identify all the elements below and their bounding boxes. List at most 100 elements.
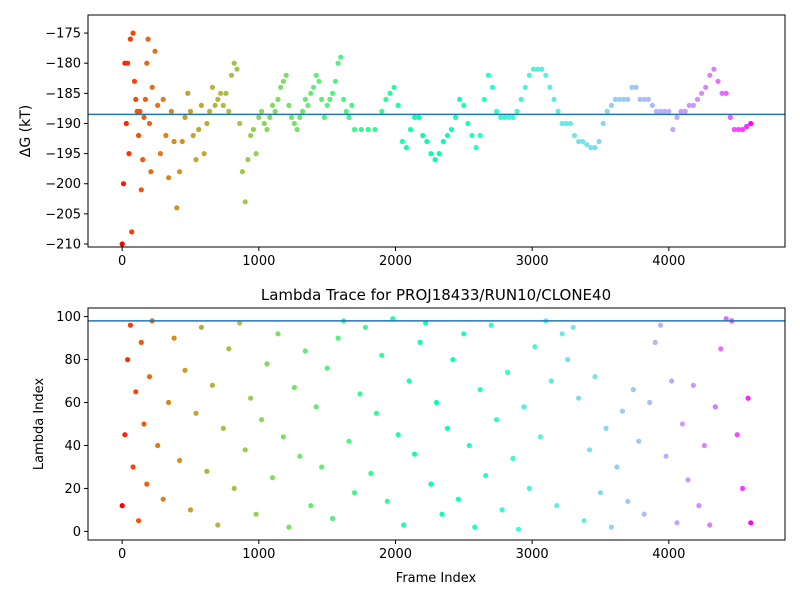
data-point [275,96,281,102]
data-point [555,108,561,114]
data-point [718,346,724,352]
data-point [712,404,718,410]
data-point [351,490,358,496]
data-point [401,522,407,528]
data-point [327,96,333,102]
data-point [119,241,125,247]
chart1-plot-frame [87,14,786,248]
data-point [196,126,202,133]
data-point [357,391,363,397]
data-point [253,151,259,157]
data-point [662,108,668,114]
data-point [152,48,158,54]
data-point [242,447,248,453]
data-point [707,72,713,78]
data-point [316,78,322,84]
data-point [372,126,378,133]
data-point [166,399,172,406]
data-point [126,151,132,157]
data-point [417,339,423,345]
y-tick-label: 20 [64,482,81,497]
data-point [526,72,533,78]
data-point [412,114,418,120]
data-point [239,169,245,175]
data-point [670,126,676,133]
data-point [625,96,631,102]
data-point [584,142,590,148]
data-point [223,90,229,96]
data-point [123,120,129,127]
data-point [160,496,166,502]
data-point [466,442,472,449]
data-point [674,114,680,120]
data-point [428,151,434,157]
data-point [514,108,520,114]
data-point [506,114,512,120]
y-tick-label: −190 [45,117,81,132]
data-point [498,114,504,120]
data-point [748,120,754,127]
data-point [444,425,450,431]
data-point [231,485,237,491]
data-point [120,181,127,187]
data-point [272,108,278,114]
data-point [127,322,133,328]
data-point [198,102,204,108]
data-point [137,108,143,114]
data-point [131,78,138,84]
data-point [707,522,713,528]
data-point [727,114,733,120]
data-point [177,169,183,175]
data-point [690,382,697,388]
data-point [740,126,746,133]
data-point [473,145,479,151]
chart2-points [119,316,754,532]
data-point [576,138,582,145]
chart1-y-ticks: −175 −180 −185 −190 −195 −200 −205 −210 [45,27,88,252]
data-point [319,96,325,102]
data-point [604,108,610,114]
data-point [723,316,729,322]
data-point [502,114,508,120]
data-point [193,157,199,163]
data-point [136,132,142,139]
data-point [133,96,139,102]
data-point [669,378,675,384]
data-point [612,96,619,102]
data-point [600,120,606,127]
data-point [390,316,396,322]
chart1-x-ticks: 0 1000 2000 3000 4000 [118,247,685,269]
data-point [212,102,218,108]
y-tick-label: −205 [45,207,81,222]
data-point [748,520,754,526]
x-tick-label: 2000 [379,254,412,269]
chart2-y-axis-label: Lambda Index [32,378,47,471]
data-point [658,322,664,328]
chart1-points [119,30,754,247]
data-point [215,522,221,528]
y-tick-label: 80 [64,353,81,368]
data-point [663,453,669,459]
data-point [198,324,204,330]
data-point [168,108,174,114]
data-point [387,90,393,96]
data-point [138,339,144,345]
data-point [286,524,292,530]
data-point [690,102,697,108]
data-point [403,145,409,151]
data-point [144,481,150,487]
data-point [253,511,259,517]
data-point [332,78,338,84]
data-point [302,348,308,354]
data-point [455,496,461,502]
data-point [379,108,385,114]
data-point [319,464,325,470]
data-point [182,114,188,120]
data-point [310,84,317,90]
data-point [469,132,475,139]
data-point [291,384,297,391]
data-point [494,108,500,114]
data-point [127,36,133,42]
data-point [302,96,308,102]
data-point [436,151,442,157]
